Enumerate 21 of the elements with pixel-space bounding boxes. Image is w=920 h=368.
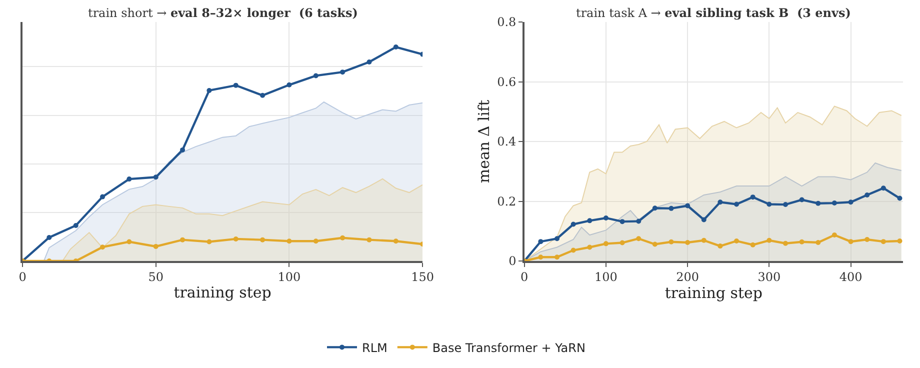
x-tick-label: 300 — [758, 270, 781, 284]
x-tick-label: 100 — [594, 270, 618, 284]
x-tick-label: 0 — [18, 270, 26, 284]
x-tick-label: 200 — [676, 270, 700, 284]
x-tick-label: 150 — [411, 270, 434, 284]
x-axis-title: training step — [664, 284, 763, 302]
x-axis-title: training step — [174, 284, 272, 302]
x-tick-label: 0 — [520, 270, 528, 284]
x-tick-label: 400 — [839, 270, 862, 284]
y-tick-label: 0.4 — [497, 134, 517, 149]
y-tick-label: 0.8 — [497, 15, 516, 30]
y-tick-label: 0 — [508, 254, 516, 268]
legend-label: Base Transformer + YaRN — [432, 340, 586, 355]
legend-label: RLM — [362, 340, 388, 355]
y-tick-label: 0.2 — [497, 194, 516, 208]
x-tick-label: 50 — [148, 270, 164, 284]
x-tick-label: 100 — [278, 270, 301, 284]
chart-title: train short → eval 8–32× longer (6 tasks) — [88, 6, 358, 20]
chart-title: train task A → eval sibling task B (3 envs) — [576, 6, 851, 20]
y-axis-title: mean Δ lift — [474, 100, 493, 184]
y-tick-label: 0.6 — [497, 74, 516, 89]
